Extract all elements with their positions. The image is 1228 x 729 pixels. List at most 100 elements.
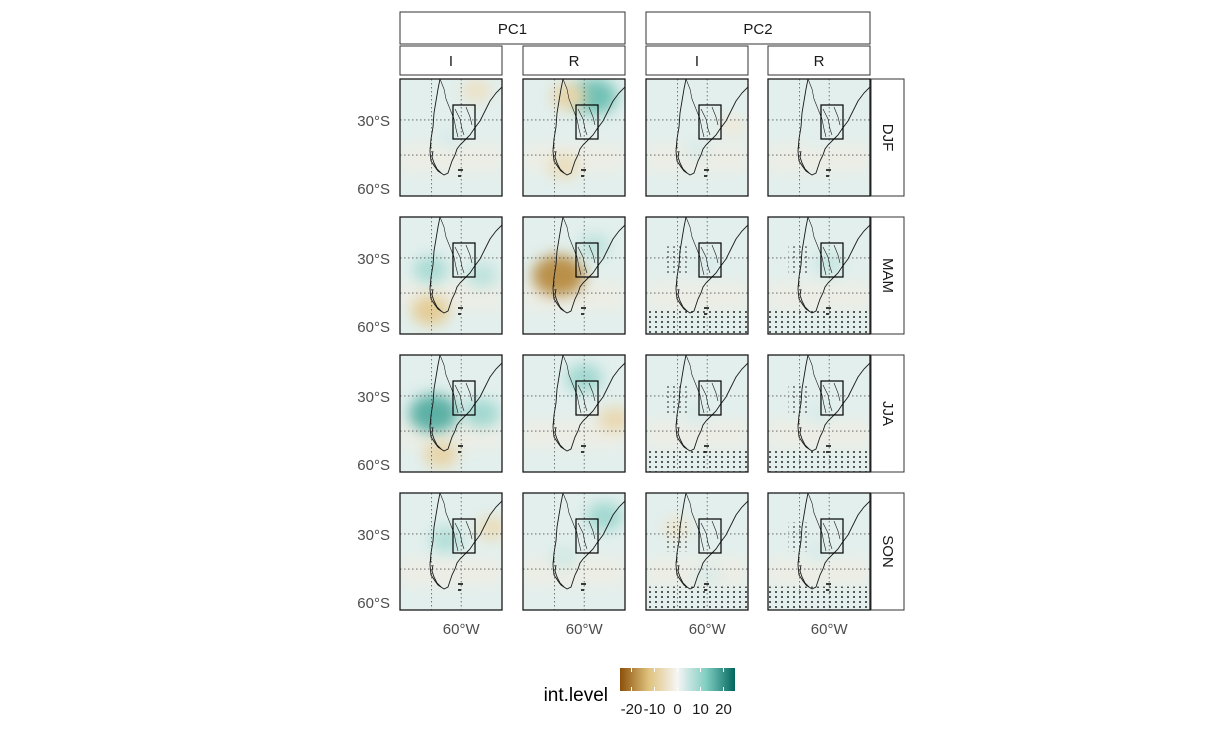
island-marks bbox=[458, 307, 463, 315]
field-band bbox=[768, 557, 870, 587]
strip-type-1 bbox=[522, 45, 626, 76]
anomaly-blob bbox=[579, 234, 610, 259]
border-line bbox=[562, 79, 582, 138]
panel-frame bbox=[522, 78, 626, 197]
panel-frame bbox=[645, 354, 749, 473]
facet-panels bbox=[399, 78, 871, 611]
border-line bbox=[807, 217, 827, 276]
strip-type-0 bbox=[399, 45, 503, 76]
border-line bbox=[685, 79, 705, 138]
study-region-box bbox=[698, 380, 722, 416]
anomaly-blob bbox=[684, 139, 710, 160]
study-region-box bbox=[698, 242, 722, 278]
coastline bbox=[429, 355, 502, 452]
panel-frame bbox=[767, 216, 871, 335]
significance-stipple bbox=[646, 586, 748, 610]
significance-stipple bbox=[646, 448, 748, 472]
colorbar-tick-label: 20 bbox=[715, 701, 732, 718]
y-tick-label: 60°S bbox=[357, 595, 390, 612]
y-tick-label: 60°S bbox=[357, 319, 390, 336]
significance-stipple bbox=[666, 522, 687, 552]
field-band bbox=[768, 143, 870, 173]
island-marks bbox=[826, 583, 831, 591]
panel-frame bbox=[645, 216, 749, 335]
panel-frame bbox=[645, 492, 749, 611]
study-region-box bbox=[820, 242, 844, 278]
coastline bbox=[552, 420, 565, 450]
panel-frame bbox=[399, 216, 503, 335]
study-region-box bbox=[575, 242, 599, 278]
map-panel-djf-2 bbox=[645, 78, 749, 197]
colorbar-tick-label: -10 bbox=[644, 701, 666, 718]
river-line bbox=[577, 382, 596, 412]
colorbar bbox=[620, 668, 735, 691]
facet-strips: PC1 PC2 I R I R DJF MAM JJA SON bbox=[399, 11, 905, 611]
map-panel-son-2 bbox=[645, 492, 749, 611]
anomaly-blob bbox=[586, 502, 623, 531]
map-panel-son-1 bbox=[522, 492, 626, 611]
anomaly-blob bbox=[566, 364, 603, 393]
strip-season-djf bbox=[870, 78, 905, 197]
strip-season-label: JJA bbox=[879, 401, 896, 426]
field-band bbox=[400, 143, 502, 173]
coastline bbox=[429, 217, 502, 314]
field-band bbox=[646, 281, 748, 311]
x-tick-label: 60°W bbox=[811, 621, 849, 638]
y-tick-label: 30°S bbox=[357, 389, 390, 406]
map-panel-djf-1 bbox=[522, 78, 626, 197]
map-panel-mam-2 bbox=[645, 216, 749, 335]
border-line bbox=[807, 493, 827, 552]
significance-stipple bbox=[666, 246, 687, 276]
coastline bbox=[552, 355, 625, 452]
island-marks bbox=[581, 169, 586, 177]
strip-type-label: R bbox=[569, 53, 580, 70]
border-line bbox=[439, 217, 459, 276]
anomaly-blob bbox=[409, 394, 459, 433]
island-marks bbox=[826, 307, 831, 315]
coastline bbox=[675, 420, 688, 450]
border-line bbox=[562, 217, 582, 276]
river-line bbox=[700, 244, 719, 274]
anomaly-blob bbox=[466, 263, 497, 288]
coastline bbox=[797, 558, 810, 588]
border-line bbox=[807, 79, 827, 138]
river-line bbox=[822, 520, 841, 550]
significance-stipple bbox=[666, 384, 687, 414]
coastline bbox=[429, 493, 502, 590]
coastline bbox=[675, 217, 748, 314]
field-band bbox=[768, 419, 870, 449]
river-line bbox=[577, 106, 596, 136]
colorbar-tick-label: 10 bbox=[692, 701, 709, 718]
map-panel-mam-1 bbox=[522, 216, 626, 335]
island-marks bbox=[704, 307, 709, 315]
strip-type-label: R bbox=[814, 53, 825, 70]
island-marks bbox=[458, 169, 463, 177]
strip-season-label: MAM bbox=[879, 258, 896, 293]
significance-stipple bbox=[646, 310, 748, 334]
map-panel-djf-0 bbox=[399, 78, 503, 197]
anomaly-blob bbox=[413, 256, 448, 284]
anomaly-blob bbox=[476, 515, 502, 541]
x-tick-label: 60°W bbox=[566, 621, 604, 638]
anomaly-blob bbox=[423, 440, 458, 469]
island-marks bbox=[704, 169, 709, 177]
map-panel-son-3 bbox=[767, 492, 871, 611]
strip-type-2 bbox=[645, 45, 749, 76]
study-region-box bbox=[452, 104, 476, 140]
anomaly-blob bbox=[806, 541, 832, 562]
study-region-box bbox=[698, 104, 722, 140]
study-region-box bbox=[575, 380, 599, 416]
river-line bbox=[700, 382, 719, 412]
island-marks bbox=[458, 445, 463, 453]
study-region-box bbox=[820, 104, 844, 140]
river-line bbox=[577, 244, 596, 274]
strip-season-mam bbox=[870, 216, 905, 335]
panel-frame bbox=[645, 78, 749, 197]
map-panel-jja-3 bbox=[767, 354, 871, 473]
map-panel-jja-1 bbox=[522, 354, 626, 473]
river-line bbox=[822, 244, 841, 274]
coastline bbox=[552, 144, 565, 174]
coastline bbox=[552, 493, 625, 590]
island-marks bbox=[458, 583, 463, 591]
field-band bbox=[768, 281, 870, 311]
